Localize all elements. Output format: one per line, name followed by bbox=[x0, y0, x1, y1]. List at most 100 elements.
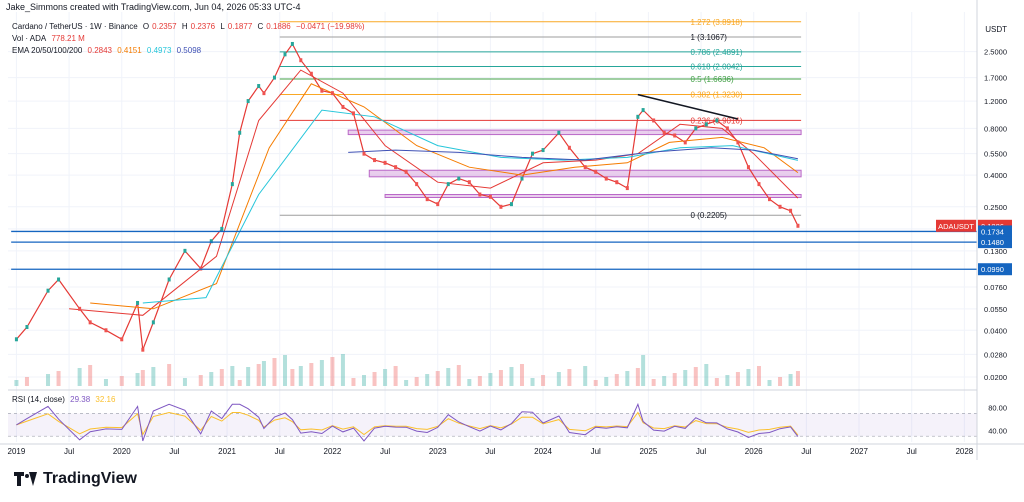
legend-h-label: H bbox=[181, 22, 188, 31]
legend-rsi-ma-value: 32.16 bbox=[95, 395, 116, 404]
rsi-line bbox=[16, 402, 799, 442]
time-tick-label: Jul bbox=[907, 447, 917, 456]
price-badge-value: 0.1480 bbox=[981, 238, 1004, 247]
price-candle bbox=[238, 130, 242, 135]
time-tick-label: 2019 bbox=[8, 447, 26, 456]
legend-ema200-value: 0.5098 bbox=[176, 46, 202, 55]
price-candle bbox=[341, 104, 345, 109]
price-candle bbox=[136, 300, 140, 305]
price-candle bbox=[789, 208, 793, 213]
volume-bar bbox=[435, 371, 440, 386]
volume-bar bbox=[330, 357, 335, 386]
volume-bar bbox=[509, 367, 514, 386]
volume-bar bbox=[583, 366, 588, 386]
price-tick-label: 1.7000 bbox=[984, 74, 1007, 83]
volume-bar bbox=[756, 366, 761, 386]
tradingview-logo[interactable]: TradingView bbox=[14, 470, 137, 488]
volume-bar bbox=[467, 379, 472, 386]
price-candle bbox=[199, 266, 203, 271]
price-badge-value: 0.0990 bbox=[981, 265, 1004, 274]
legend-low: 0.1877 bbox=[227, 22, 253, 31]
price-tick-label: 0.5500 bbox=[984, 150, 1007, 159]
price-candle bbox=[246, 99, 250, 104]
volume-bar bbox=[88, 365, 93, 386]
legend-rsi-label[interactable]: RSI (14, close) bbox=[12, 395, 65, 404]
price-tick-label: 0.0760 bbox=[984, 283, 1007, 292]
volume-bar bbox=[662, 376, 667, 386]
legend-symbol-row: Cardano / TetherUS · 1W · Binance O 0.235… bbox=[12, 22, 367, 31]
volume-bar bbox=[198, 375, 203, 386]
price-candle bbox=[520, 176, 524, 181]
volume-bar bbox=[446, 368, 451, 386]
price-candle bbox=[478, 192, 482, 197]
time-tick-label: 2021 bbox=[218, 447, 236, 456]
price-candle bbox=[715, 118, 719, 123]
attribution-text: Jake_Simmons created with TradingView.co… bbox=[6, 2, 301, 12]
volume-bar bbox=[230, 366, 235, 386]
price-candle bbox=[652, 118, 656, 123]
price-candle bbox=[673, 133, 677, 138]
legend-rsi-row: RSI (14, close) 29.38 32.16 bbox=[12, 395, 118, 404]
volume-bar bbox=[182, 378, 187, 386]
volume-bar bbox=[735, 372, 740, 386]
volume-bar bbox=[788, 374, 793, 386]
price-tick-label: 1.2000 bbox=[984, 97, 1007, 106]
time-tick-label: 2024 bbox=[534, 447, 552, 456]
price-candle bbox=[694, 126, 698, 131]
price-candle bbox=[425, 197, 429, 202]
volume-bar bbox=[237, 380, 242, 386]
volume-bar bbox=[693, 367, 698, 386]
volume-bar bbox=[641, 355, 646, 386]
legend-ema100-value: 0.4973 bbox=[146, 46, 172, 55]
price-candle bbox=[120, 337, 124, 342]
price-candle bbox=[467, 180, 471, 185]
legend-change: −0.0471 (−19.98%) bbox=[295, 22, 365, 31]
price-badge bbox=[978, 263, 1012, 276]
price-candle bbox=[25, 325, 29, 330]
trendline bbox=[637, 93, 739, 120]
price-candle bbox=[320, 88, 324, 93]
volume-bar bbox=[151, 367, 156, 386]
price-tick-label: 0.0400 bbox=[984, 326, 1007, 335]
price-candle bbox=[309, 71, 313, 76]
volume-bar bbox=[351, 378, 356, 386]
price-candle bbox=[499, 204, 503, 209]
time-tick-label: Jul bbox=[485, 447, 495, 456]
price-tick-label: 0.0200 bbox=[984, 373, 1007, 382]
volume-bar bbox=[530, 378, 535, 386]
price-candle bbox=[446, 182, 450, 187]
price-candle bbox=[57, 277, 61, 282]
price-candle bbox=[272, 75, 276, 80]
volume-bar bbox=[372, 372, 377, 386]
legend-ema20-value: 0.2843 bbox=[87, 46, 112, 55]
legend-ema-label[interactable]: EMA 20/50/100/200 bbox=[12, 46, 83, 55]
volume-bar bbox=[477, 376, 482, 386]
price-candle bbox=[351, 111, 355, 116]
legend-ema-row: EMA 20/50/100/200 0.2843 0.4151 0.4973 0… bbox=[12, 46, 204, 55]
time-tick-label: 2023 bbox=[429, 447, 447, 456]
price-candle bbox=[541, 148, 545, 153]
price-candle bbox=[415, 182, 419, 187]
volume-bar bbox=[614, 374, 619, 386]
price-candle bbox=[736, 140, 740, 145]
volume-bar bbox=[714, 378, 719, 386]
fib-level-label: 0 (0.2205) bbox=[691, 211, 728, 220]
legend-symbol[interactable]: Cardano / TetherUS · 1W · Binance bbox=[12, 22, 138, 31]
volume-bar bbox=[414, 377, 419, 386]
volume-bar bbox=[103, 379, 108, 386]
series-line bbox=[142, 109, 799, 304]
price-candle bbox=[167, 277, 171, 282]
time-tick-label: 2020 bbox=[113, 447, 131, 456]
time-tick-label: 2025 bbox=[639, 447, 657, 456]
legend-c-label: C bbox=[257, 22, 264, 31]
price-candle bbox=[796, 223, 800, 228]
price-candle bbox=[283, 52, 287, 57]
legend-high: 0.2376 bbox=[190, 22, 216, 31]
resistance-zone bbox=[368, 169, 802, 178]
volume-bar bbox=[309, 363, 314, 386]
price-tick-label: 2.5000 bbox=[984, 48, 1007, 57]
volume-bar bbox=[24, 377, 29, 386]
series-line bbox=[348, 147, 798, 161]
legend-vol-label[interactable]: Vol · ADA bbox=[12, 34, 47, 43]
